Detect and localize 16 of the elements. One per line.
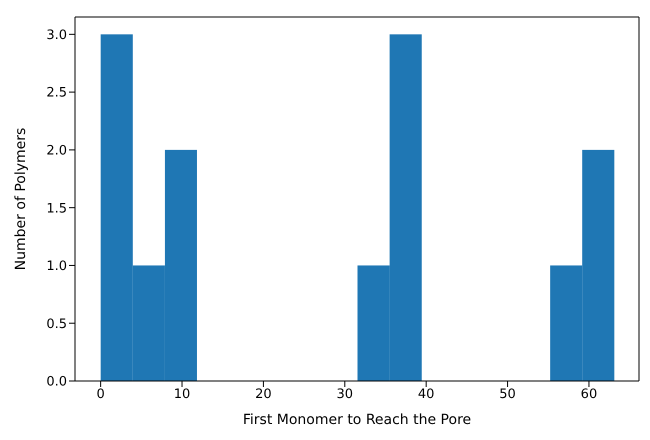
x-tick-label: 20 [255, 387, 272, 402]
y-tick-label: 2.5 [46, 86, 67, 101]
x-tick-label: 40 [418, 387, 434, 402]
x-tick-label: 10 [174, 387, 190, 402]
x-tick-label: 0 [96, 387, 105, 402]
x-axis-title: First Monomer to Reach the Pore [242, 412, 472, 428]
y-tick-label: 1.5 [46, 201, 67, 216]
x-tick-label: 60 [580, 387, 598, 402]
y-tick-label: 0.5 [46, 316, 67, 332]
y-tick-label: 3.0 [46, 28, 67, 43]
y-axis-title: Number of Polymers [12, 128, 29, 270]
x-tick-label: 30 [336, 387, 354, 402]
x-tick-label: 50 [499, 387, 516, 402]
y-tick-label: 2.0 [46, 144, 67, 159]
y-tick-label: 1.0 [46, 259, 67, 274]
y-tick-label: 0.0 [46, 374, 67, 390]
